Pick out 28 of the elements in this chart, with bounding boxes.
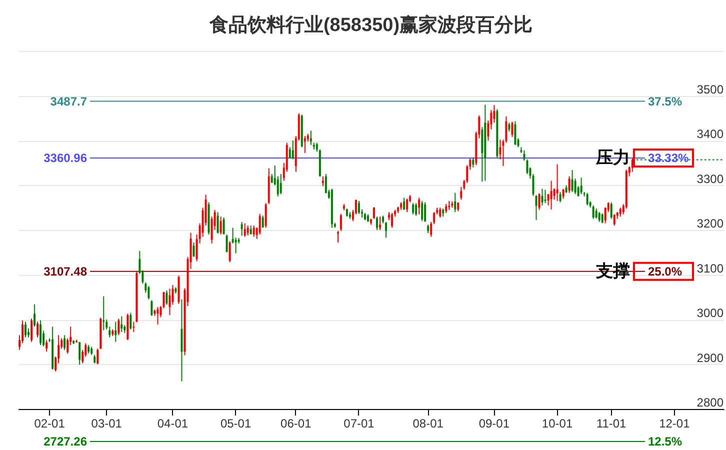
y-tick-label: 2800: [696, 396, 724, 410]
annotation: 25.0%: [648, 264, 682, 278]
x-tick-label: 11-01: [596, 416, 627, 430]
annotation: 37.5%: [648, 94, 682, 108]
y-tick-label: 2900: [696, 350, 724, 365]
x-tick-label: 02-01: [34, 416, 66, 430]
text: 12.5%: [648, 434, 682, 449]
x-tick-label: 12-01: [659, 416, 690, 430]
y-tick-label: 3100: [696, 261, 724, 276]
ref-line-label: 3107.48: [44, 264, 88, 278]
y-tick-label: 3300: [696, 172, 724, 186]
x-tick-label: 06-01: [280, 416, 312, 430]
x-tick-label: 09-01: [478, 416, 510, 430]
x-tick-label: 04-01: [157, 416, 188, 430]
x-tick-label: 05-01: [220, 416, 252, 430]
annotation: 33.33%: [648, 150, 690, 165]
chart-title: 食品饮料行业(858350)赢家波段百分比: [208, 14, 533, 36]
x-tick-label: 03-01: [91, 416, 122, 430]
y-tick-label: 3200: [696, 216, 724, 230]
ref-line-label: 3360.96: [44, 150, 88, 165]
x-tick-label: 07-01: [344, 416, 375, 430]
ref-line-label: 3487.7: [50, 94, 88, 108]
y-tick-label: 3000: [696, 306, 724, 320]
x-tick-label: 08-01: [412, 416, 444, 430]
y-tick-label: 3500: [696, 82, 724, 96]
x-tick-label: 10-01: [542, 416, 573, 430]
ref-line-label: 2727.26: [44, 434, 88, 449]
y-tick-label: 3400: [696, 127, 724, 141]
